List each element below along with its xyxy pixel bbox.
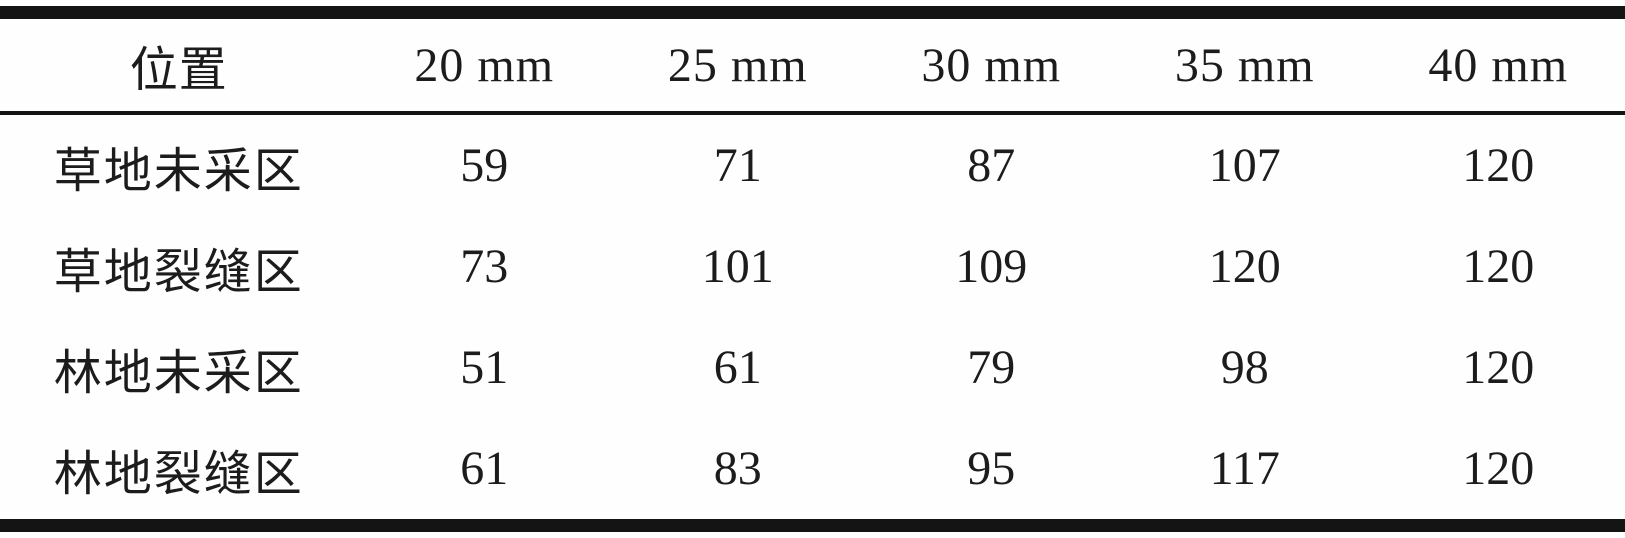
data-cell: 98 [1220, 341, 1269, 394]
data-cell: 120 [1462, 240, 1535, 293]
table-row: 林地裂缝区 61 83 95 117 120 [0, 418, 1625, 526]
header-cell-position: 位置 [0, 12, 358, 115]
data-cell: 51 [460, 341, 509, 394]
data-cell: 107 [1208, 139, 1281, 192]
data-cell: 101 [701, 240, 774, 293]
row-label: 林地未采区 [53, 346, 304, 400]
data-cell: 95 [967, 442, 1016, 495]
data-cell: 71 [713, 139, 762, 192]
data-cell: 83 [713, 442, 762, 495]
data-cell: 117 [1209, 442, 1280, 495]
header-cell-40mm: 40 mm [1371, 12, 1625, 115]
data-cell: 120 [1462, 341, 1535, 394]
header-cell-25mm: 25 mm [611, 12, 865, 115]
header-cell-30mm: 30 mm [864, 12, 1118, 115]
table-row: 草地裂缝区 73 101 109 120 120 [0, 216, 1625, 317]
header-row: 位置 20 mm 25 mm 30 mm 35 mm 40 mm [0, 12, 1625, 115]
row-label: 林地裂缝区 [53, 447, 304, 501]
data-cell: 120 [1462, 139, 1535, 192]
measurement-table: 位置 20 mm 25 mm 30 mm 35 mm 40 mm 草地未采区 5… [0, 6, 1625, 532]
data-cell: 87 [967, 139, 1016, 192]
header-cell-35mm: 35 mm [1118, 12, 1372, 115]
data-cell: 79 [967, 341, 1016, 394]
data-cell: 120 [1462, 442, 1535, 495]
header-cell-20mm: 20 mm [357, 12, 611, 115]
data-cell: 59 [460, 139, 509, 192]
table-row: 草地未采区 59 71 87 107 120 [0, 113, 1625, 216]
data-cell: 120 [1208, 240, 1281, 293]
data-cell: 73 [460, 240, 509, 293]
data-cell: 109 [955, 240, 1028, 293]
table-row: 林地未采区 51 61 79 98 120 [0, 317, 1625, 418]
row-label: 草地裂缝区 [53, 245, 304, 299]
row-label: 草地未采区 [53, 144, 304, 198]
data-cell: 61 [460, 442, 509, 495]
data-cell: 61 [713, 341, 762, 394]
